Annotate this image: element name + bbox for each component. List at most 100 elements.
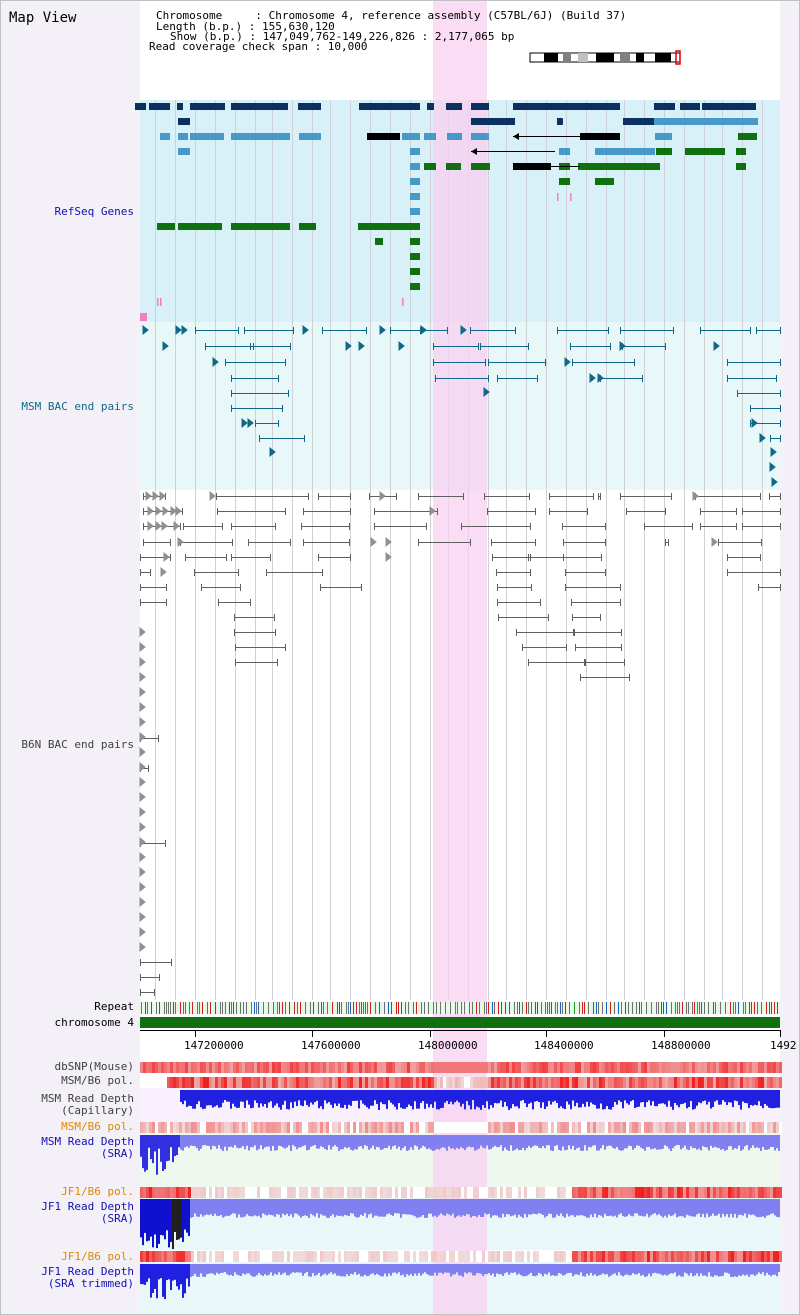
label-msm-depth-capillary[interactable]: MSM Read Depth [41, 1092, 134, 1105]
jf1-b6-pol-cell [221, 1251, 224, 1262]
repeat-element [348, 1002, 349, 1014]
jf1-sra-depth-bar [166, 1199, 168, 1231]
jf1-trim-depth-bar [462, 1264, 464, 1277]
jf1-trim-depth-bar [718, 1264, 720, 1277]
gene-strand-arrow [178, 118, 184, 125]
jf1-trim-depth-bar [592, 1264, 594, 1276]
dbsnp-cell [380, 1062, 383, 1073]
refseq-genes-track[interactable] [135, 103, 758, 321]
msm-sra-depth-bar [688, 1135, 690, 1151]
msm-capillary-depth-bar [188, 1090, 190, 1106]
jf1-b6-pol-cell [443, 1251, 446, 1262]
jf1-b6-pol-cell [344, 1251, 347, 1262]
msm-sra-depth-bar [704, 1135, 706, 1147]
read-depth-tracks[interactable] [140, 1090, 780, 1300]
repeat-element [353, 1002, 354, 1014]
msm-capillary-depth-bar [632, 1090, 634, 1101]
repeat-element [618, 1002, 619, 1014]
msm-b6-pol-cell [218, 1122, 221, 1133]
gene-strand-arrow [702, 103, 708, 110]
msm-capillary-depth-bar [408, 1090, 410, 1105]
b6n-bac-end-arrow [429, 505, 436, 517]
jf1-b6-pol-cell [374, 1251, 377, 1262]
dbsnp-cell [710, 1062, 713, 1073]
repeat-element [745, 1002, 746, 1014]
msm-sra-depth-bar [268, 1135, 270, 1147]
dbsnp-cell [605, 1062, 608, 1073]
jf1-b6-pol-cell [758, 1187, 761, 1198]
msm-bac-end-arrow [770, 446, 777, 458]
polymorphism-tracks[interactable] [140, 1062, 782, 1262]
label-jf1-b6-pol-1[interactable]: JF1/B6 pol. [61, 1185, 134, 1198]
msm-b6-pol-cell [257, 1077, 260, 1088]
repeat-element [569, 1002, 570, 1014]
dbsnp-cell [776, 1062, 779, 1073]
label-jf1-depth-sra[interactable]: JF1 Read Depth [41, 1200, 134, 1213]
jf1-sra-depth-bar [610, 1199, 612, 1216]
b6n-bac-end-pairs-track[interactable] [139, 490, 781, 996]
repeat-track[interactable] [140, 1002, 780, 1014]
repeat-element [621, 1002, 622, 1014]
msm-sra-depth-bar [328, 1135, 330, 1146]
msm-capillary-depth-bar [322, 1090, 324, 1110]
jf1-trim-depth-bar [684, 1264, 686, 1273]
jf1-b6-pol-cell [662, 1251, 665, 1262]
msm-sra-depth-bar [214, 1135, 216, 1147]
label-msm-b6-pol-1[interactable]: MSM/B6 pol. [61, 1074, 134, 1087]
msm-bac-end-pairs-track[interactable] [142, 324, 781, 488]
label-msm-bac[interactable]: MSM BAC end pairs [21, 400, 134, 413]
msm-sra-depth-bar [536, 1135, 538, 1146]
jf1-trim-depth-bar [738, 1264, 740, 1276]
chromosome-ideogram[interactable] [529, 50, 681, 65]
gene-strand-arrow [736, 148, 742, 155]
msm-b6-pol-cell [695, 1077, 698, 1088]
label-repeat[interactable]: Repeat [94, 1000, 134, 1013]
msm-sra-depth-bar [244, 1135, 246, 1150]
msm-sra-depth-bar [170, 1135, 172, 1148]
label-jf1-b6-pol-2[interactable]: JF1/B6 pol. [61, 1250, 134, 1263]
label-jf1-depth-trim[interactable]: JF1 Read Depth [41, 1265, 134, 1278]
gene-body [149, 103, 170, 110]
msm-capillary-depth-bar [184, 1090, 186, 1101]
msm-b6-pol-cell [725, 1077, 728, 1088]
label-dbsnp[interactable]: dbSNP(Mouse) [54, 1060, 134, 1073]
dbsnp-cell [572, 1062, 575, 1073]
msm-sra-depth-bar [604, 1135, 606, 1150]
jf1-b6-pol-cell [419, 1251, 422, 1262]
label-msm-b6-pol-2[interactable]: MSM/B6 pol. [61, 1120, 134, 1133]
jf1-sra-depth-bar [294, 1199, 296, 1214]
jf1-sra-depth-bar [658, 1199, 660, 1215]
jf1-sra-depth-bar [746, 1199, 748, 1218]
dbsnp-cell [308, 1062, 311, 1073]
label-refseq-genes[interactable]: RefSeq Genes [54, 205, 134, 218]
msm-b6-pol-cell [308, 1077, 311, 1088]
jf1-trim-depth-bar [150, 1264, 152, 1298]
jf1-b6-pol-cell [626, 1187, 629, 1198]
jf1-b6-pol-cell [197, 1187, 200, 1198]
gene-strand-arrow [471, 118, 477, 125]
repeat-element [593, 1002, 594, 1014]
msm-b6-pol-cell [428, 1077, 431, 1088]
msm-capillary-depth-bar [754, 1090, 756, 1105]
msm-sra-depth-bar [600, 1135, 602, 1149]
msm-b6-pol-cell [353, 1077, 356, 1088]
jf1-sra-depth-bar [756, 1199, 758, 1218]
jf1-trim-depth-bar [440, 1264, 442, 1273]
label-msm-depth-sra[interactable]: MSM Read Depth [41, 1135, 134, 1148]
jf1-b6-pol-cell [386, 1187, 389, 1198]
dbsnp-cell [491, 1062, 494, 1073]
jf1-b6-pol-cell [419, 1187, 422, 1198]
jf1-b6-pol-cell [248, 1187, 251, 1198]
msm-b6-pol-cell [221, 1122, 224, 1133]
highlight-region[interactable] [433, 1, 487, 1314]
b6n-bac-end-arrow [209, 490, 216, 502]
msm-bac-end-arrow [420, 324, 427, 336]
chromosome-bar[interactable] [140, 1017, 780, 1028]
jf1-b6-pol-cell [155, 1187, 158, 1198]
label-chromosome[interactable]: chromosome 4 [54, 1016, 134, 1029]
msm-capillary-depth-bar [584, 1090, 586, 1107]
msm-b6-pol-cell [392, 1122, 395, 1133]
msm-b6-pol-cell [344, 1122, 347, 1133]
label-b6n-bac[interactable]: B6N BAC end pairs [21, 738, 134, 751]
